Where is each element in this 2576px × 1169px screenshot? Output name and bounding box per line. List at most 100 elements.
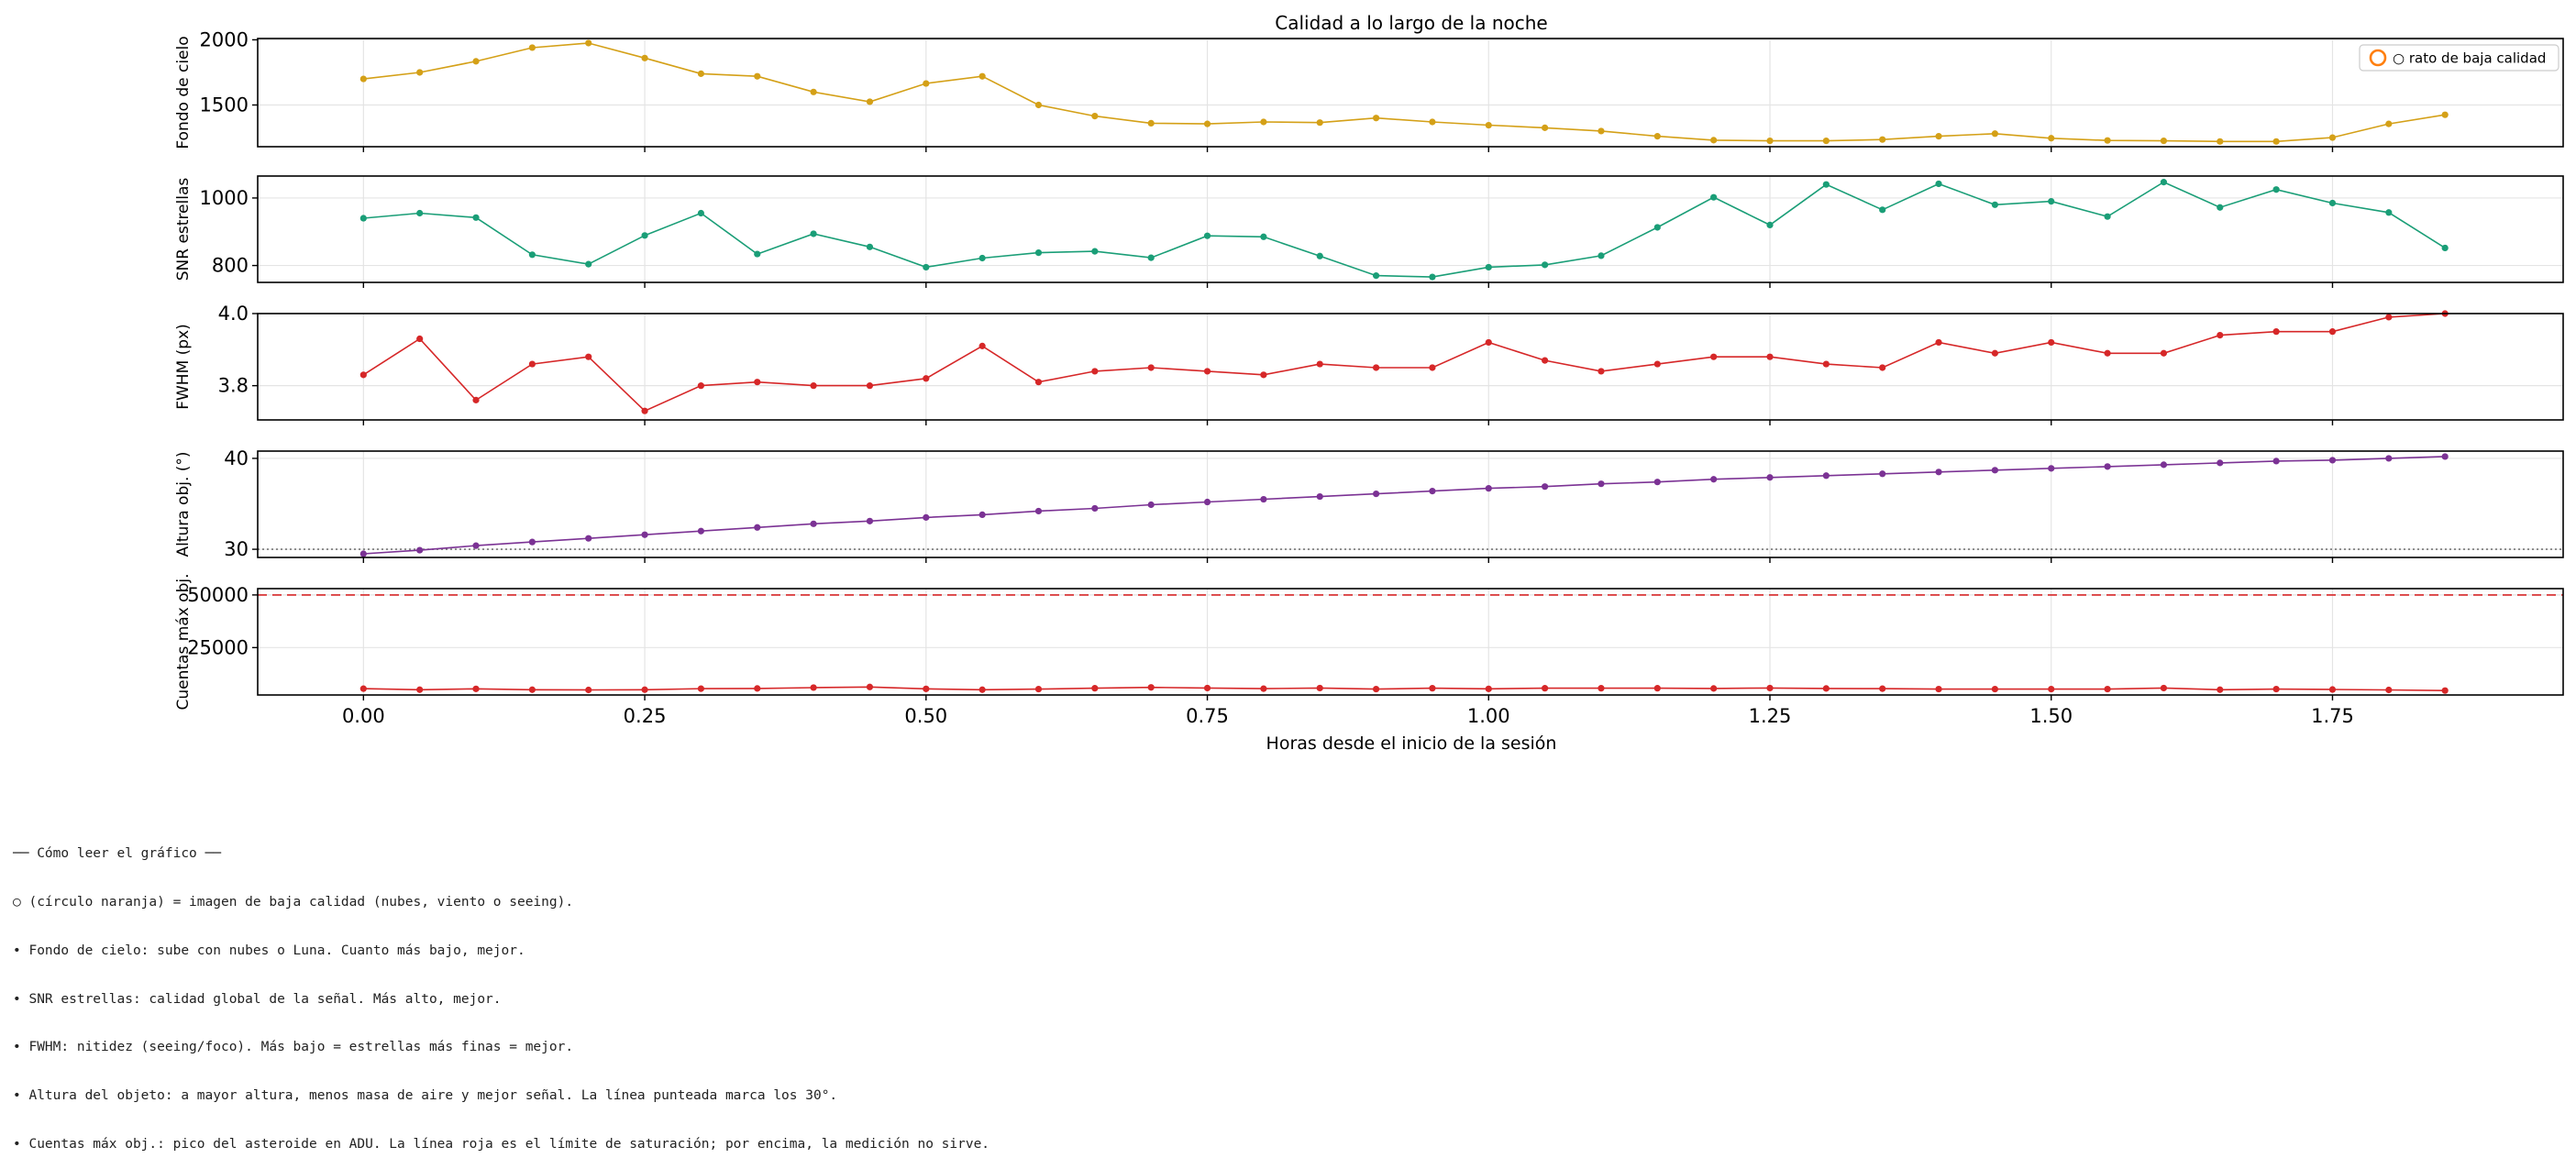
data-point xyxy=(1429,488,1436,495)
data-point xyxy=(1372,685,1380,693)
data-point xyxy=(866,243,874,250)
axes-frame xyxy=(257,175,2564,283)
data-point xyxy=(1710,353,1718,360)
data-point xyxy=(1766,221,1774,228)
data-point xyxy=(2385,314,2393,321)
y-tick-label: 40 xyxy=(224,447,249,469)
data-point xyxy=(978,254,986,262)
legend-label: ○ rato de baja calidad xyxy=(2393,50,2546,67)
data-point xyxy=(641,232,648,239)
data-point xyxy=(1542,685,1549,692)
data-point xyxy=(1203,232,1211,239)
data-point xyxy=(2441,244,2449,252)
data-point xyxy=(1991,685,1998,693)
data-point xyxy=(697,527,705,535)
data-point xyxy=(2160,461,2168,469)
data-point xyxy=(1542,483,1549,491)
data-point xyxy=(1203,684,1211,692)
data-point xyxy=(528,251,536,259)
data-point xyxy=(1485,685,1492,692)
data-point xyxy=(754,250,761,258)
data-point xyxy=(1485,263,1492,271)
data-point xyxy=(1203,368,1211,375)
data-point xyxy=(416,209,424,217)
data-point xyxy=(416,686,424,693)
data-point xyxy=(416,546,424,554)
notes-line: • FWHM: nitidez (seeing/foco). Más bajo … xyxy=(13,1040,574,1055)
data-point xyxy=(1429,685,1436,692)
data-point xyxy=(1260,118,1267,126)
data-point xyxy=(2160,138,2168,145)
data-point xyxy=(528,360,536,368)
notes-line: • SNR estrellas: calidad global de la se… xyxy=(13,991,502,1007)
data-point xyxy=(2217,138,2224,145)
x-tick-label: 0.75 xyxy=(1186,705,1229,727)
data-point xyxy=(1991,130,1998,138)
x-tick-label: 0.50 xyxy=(904,705,947,727)
data-point xyxy=(1203,120,1211,127)
data-point xyxy=(641,54,648,61)
data-point xyxy=(1091,112,1099,120)
data-point xyxy=(1372,364,1380,371)
data-point xyxy=(1260,685,1267,692)
legend: ○ rato de baja calidad xyxy=(2359,44,2559,72)
series-line xyxy=(363,686,2446,691)
data-point xyxy=(810,88,817,95)
data-point xyxy=(528,686,536,693)
panel-1: 1500 2000 Fondo de cielo ○ rato de baja cal… xyxy=(174,28,2564,152)
data-point xyxy=(528,538,536,546)
data-point xyxy=(697,209,705,217)
data-point xyxy=(1598,252,1605,259)
data-point xyxy=(641,531,648,538)
data-point xyxy=(866,517,874,524)
data-point xyxy=(978,686,986,693)
chart-title: Calidad a lo largo de la noche xyxy=(1275,12,1548,34)
axes-frame xyxy=(257,313,2564,421)
data-point xyxy=(754,524,761,531)
data-point xyxy=(2328,134,2337,141)
data-point xyxy=(1372,272,1380,280)
x-axis-label: Horas desde el inicio de la sesión xyxy=(1266,733,1557,754)
data-point xyxy=(2160,179,2168,186)
data-point xyxy=(1879,136,1886,143)
data-point xyxy=(2272,138,2280,145)
series-line xyxy=(363,181,2446,278)
notes-line: • Altura del objeto: a mayor altura, men… xyxy=(13,1088,838,1104)
data-point xyxy=(923,263,930,271)
data-point xyxy=(1147,254,1155,261)
data-point xyxy=(1429,364,1436,371)
data-point xyxy=(359,685,367,692)
data-point xyxy=(2328,686,2337,693)
data-point xyxy=(2104,685,2111,693)
data-point xyxy=(1822,181,1830,188)
data-point xyxy=(754,72,761,80)
data-point xyxy=(1316,119,1323,127)
data-point xyxy=(1260,495,1267,503)
data-point xyxy=(1429,273,1436,281)
series-line xyxy=(363,42,2446,143)
panel-4: 30 40 Altura obj. (°) xyxy=(174,447,2564,563)
data-point xyxy=(641,407,648,414)
data-point xyxy=(2048,685,2055,693)
x-tick-label: 1.75 xyxy=(2311,705,2354,727)
axes-frame xyxy=(257,450,2564,558)
data-point xyxy=(1542,357,1549,364)
data-point xyxy=(2441,111,2449,118)
data-point xyxy=(2385,209,2393,216)
y-tick-label: 1000 xyxy=(200,187,249,209)
data-point xyxy=(2328,199,2337,207)
notes-line: ○ (círculo naranja) = imagen de baja cal… xyxy=(13,894,574,910)
data-point xyxy=(1935,180,1942,188)
data-point xyxy=(1147,684,1155,691)
data-point xyxy=(1147,501,1155,509)
data-point xyxy=(2048,338,2055,347)
data-point xyxy=(1879,206,1886,214)
data-point xyxy=(2160,684,2168,692)
data-point xyxy=(697,382,705,390)
data-point xyxy=(1766,474,1774,481)
data-point xyxy=(416,69,424,76)
y-axis-label: Fondo de cielo xyxy=(174,36,193,149)
data-point xyxy=(641,686,648,693)
data-point xyxy=(359,75,367,83)
